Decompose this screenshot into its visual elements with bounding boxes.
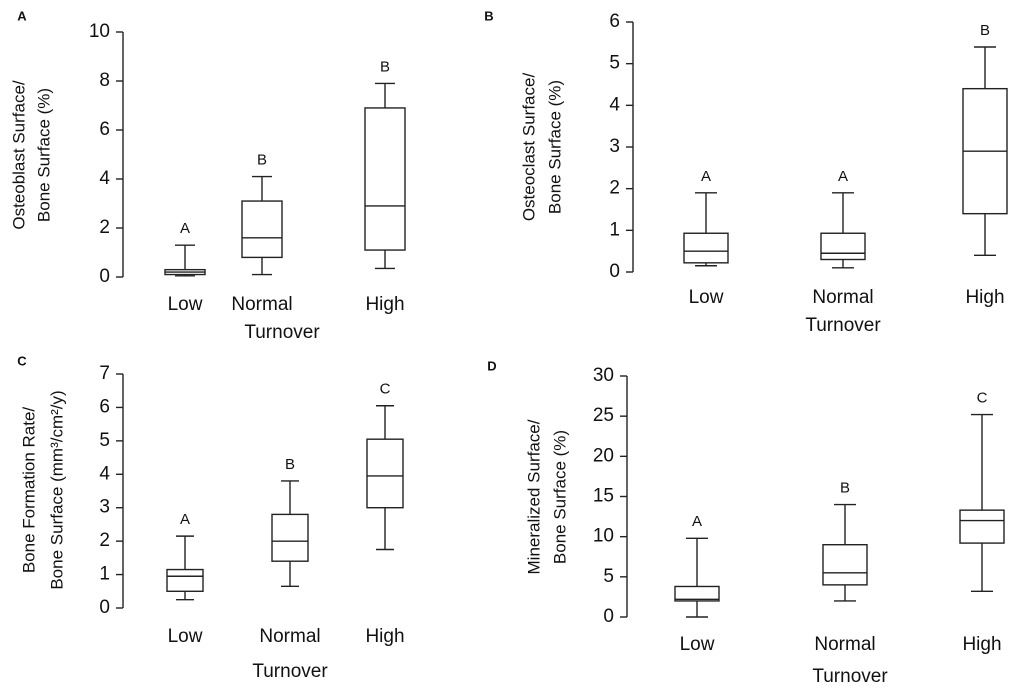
y-tick-label: 5 [603,566,614,587]
box [241,200,283,259]
box [366,438,404,509]
panel-label: A [17,8,27,23]
group-letter: B [380,58,390,75]
y-tick-label: 0 [603,606,614,627]
y-tick-label: 5 [99,430,110,451]
group-letter: C [380,381,391,398]
y-tick-label: 0 [99,266,110,287]
y-tick-label: 6 [99,396,110,417]
y-tick-label: 6 [609,11,620,32]
group-letter: A [180,511,190,528]
box [959,509,1005,544]
y-axis-title: Bone Surface (%) [545,80,564,214]
x-axis-title: Turnover [252,661,328,682]
group-letter: A [701,168,711,185]
y-tick-label: 8 [99,70,110,91]
x-axis-title: Turnover [244,322,320,343]
y-tick-label: 2 [609,178,620,199]
x-tick-label: Normal [259,626,320,647]
x-tick-label: Low [168,626,203,647]
y-tick-label: 2 [99,530,110,551]
x-tick-label: Normal [814,634,875,655]
y-tick-label: 10 [593,526,614,547]
x-tick-label: High [965,287,1004,308]
y-tick-label: 0 [99,597,110,618]
group-letter: B [257,152,267,169]
y-tick-label: 1 [99,564,110,585]
y-tick-label: 2 [99,217,110,238]
x-tick-label: Normal [812,287,873,308]
x-axis-title: Turnover [805,315,881,336]
x-tick-label: Low [168,294,203,315]
x-axis-title: Turnover [812,666,888,687]
y-axis-title: Mineralized Surface/ [524,419,543,574]
y-tick-label: 7 [99,363,110,384]
box [820,232,866,261]
x-tick-label: High [962,634,1001,655]
y-tick-label: 5 [609,53,620,74]
x-tick-label: Low [680,634,715,655]
group-letter: A [692,513,702,530]
y-tick-label: 10 [89,21,110,42]
group-letter: C [977,390,988,407]
box [166,568,204,592]
box [364,107,406,251]
y-tick-label: 30 [593,365,614,386]
box [271,513,309,562]
y-tick-label: 4 [609,94,620,115]
y-axis-title: Bone Formation Rate/ [19,407,38,574]
y-tick-label: 15 [593,486,614,507]
y-axis-title: Osteoblast Surface/ [9,80,28,230]
box [674,585,720,602]
y-axis-title: Osteoclast Surface/ [519,73,538,222]
y-tick-label: 20 [593,445,614,466]
y-tick-label: 3 [99,497,110,518]
panel-label: D [487,358,496,373]
group-letter: B [285,456,295,473]
box [822,544,868,586]
box [683,232,729,264]
x-tick-label: High [365,294,404,315]
y-tick-label: 4 [99,463,110,484]
y-tick-label: 6 [99,119,110,140]
y-axis-title: Bone Surface (mm³/cm²/y) [47,390,66,589]
y-tick-label: 25 [593,405,614,426]
y-tick-label: 3 [609,136,620,157]
y-tick-label: 0 [609,261,620,282]
panel-label: C [17,353,27,368]
group-letter: A [838,168,848,185]
x-tick-label: Normal [231,294,292,315]
panel-label: B [484,8,493,23]
group-letter: B [980,22,990,39]
group-letter: A [180,220,190,237]
x-tick-label: Low [689,287,724,308]
y-axis-title: Bone Surface (%) [550,430,569,564]
y-tick-label: 4 [99,168,110,189]
group-letter: B [840,480,850,497]
x-tick-label: High [365,626,404,647]
y-tick-label: 1 [609,219,620,240]
y-axis-title: Bone Surface (%) [34,88,53,222]
